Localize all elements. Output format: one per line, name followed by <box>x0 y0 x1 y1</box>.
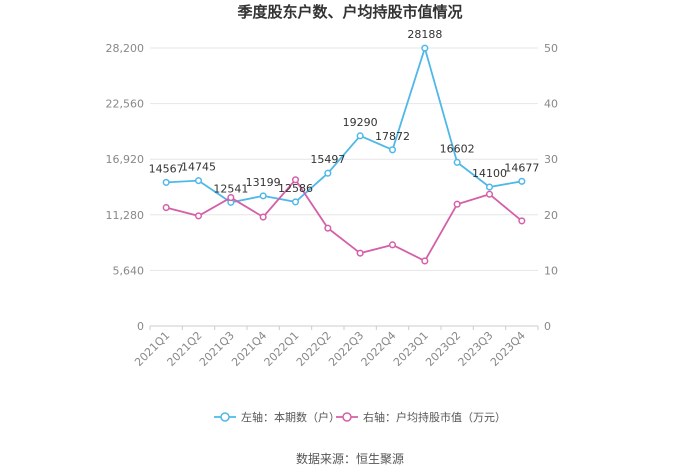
x-tick-label: 2022Q2 <box>294 329 334 369</box>
data-point[interactable] <box>453 200 461 208</box>
data-point[interactable] <box>421 257 429 265</box>
data-label: 12541 <box>213 182 248 195</box>
data-point[interactable] <box>485 190 494 198</box>
legend-marker <box>342 412 352 422</box>
data-point[interactable] <box>324 224 332 232</box>
data-label: 14745 <box>181 161 216 174</box>
data-point[interactable] <box>324 169 332 177</box>
data-point[interactable] <box>485 183 494 191</box>
x-tick-label: 2022Q3 <box>326 329 366 369</box>
left-tick-label: 0 <box>137 320 144 333</box>
legend[interactable]: 左轴：本期数（户） 右轴：户均持股市值（万元） <box>214 410 506 424</box>
data-point[interactable] <box>453 158 461 166</box>
data-point[interactable] <box>194 177 203 185</box>
x-tick-label: 2022Q4 <box>359 329 399 369</box>
x-axis: 2021Q12021Q22021Q32021Q42022Q12022Q22022… <box>132 326 539 369</box>
right-axis: 0 10 20 30 40 50 <box>544 42 558 333</box>
data-point[interactable] <box>291 198 300 206</box>
legend-marker <box>220 412 230 422</box>
x-tick-label: 2021Q1 <box>132 329 172 369</box>
x-tick-label: 2021Q4 <box>229 329 269 369</box>
data-label: 14677 <box>504 161 539 174</box>
right-tick-label: 20 <box>544 209 558 222</box>
data-point[interactable] <box>388 146 397 154</box>
data-point[interactable] <box>421 44 429 52</box>
x-tick-label: 2023Q4 <box>488 329 528 369</box>
data-point[interactable] <box>356 132 364 140</box>
right-tick-label: 50 <box>544 42 558 55</box>
data-label: 17872 <box>375 130 410 143</box>
data-point[interactable] <box>259 213 267 221</box>
series-line-1 <box>165 178 523 263</box>
data-point[interactable] <box>518 177 526 185</box>
data-point[interactable] <box>388 241 397 249</box>
chart-title: 季度股东户数、户均持股市值情况 <box>237 3 462 21</box>
data-point[interactable] <box>162 204 170 212</box>
data-point[interactable] <box>162 178 170 186</box>
right-tick-label: 0 <box>544 320 551 333</box>
left-tick-label: 28,200 <box>106 42 145 55</box>
x-tick-label: 2021Q3 <box>197 329 237 369</box>
data-label: 15497 <box>310 153 345 166</box>
data-point[interactable] <box>259 192 267 200</box>
data-label: 28188 <box>407 28 442 41</box>
data-label: 19290 <box>343 116 378 129</box>
legend-label[interactable]: 右轴：户均持股市值（万元） <box>363 410 506 424</box>
data-label: 13199 <box>246 176 281 189</box>
source-note: 数据来源：恒生聚源 <box>296 451 404 466</box>
data-point[interactable] <box>194 212 203 220</box>
data-point[interactable] <box>291 176 300 184</box>
series-lines <box>162 44 526 265</box>
data-label: 12586 <box>278 182 313 195</box>
left-tick-label: 11,280 <box>106 209 145 222</box>
data-label: 16602 <box>440 142 475 155</box>
left-tick-label: 5,640 <box>113 264 145 277</box>
legend-label[interactable]: 左轴：本期数（户） <box>241 410 340 424</box>
x-tick-label: 2021Q2 <box>165 329 205 369</box>
x-tick-label: 2023Q1 <box>391 329 431 369</box>
right-tick-label: 30 <box>544 153 558 166</box>
data-point[interactable] <box>227 194 235 202</box>
data-label: 14567 <box>149 162 184 175</box>
data-point[interactable] <box>518 217 526 225</box>
data-label: 14100 <box>472 167 507 180</box>
right-tick-label: 40 <box>544 98 558 111</box>
left-axis: 0 5,640 11,280 16,920 22,560 28,200 <box>106 42 145 333</box>
left-tick-label: 16,920 <box>106 153 145 166</box>
x-tick-label: 2023Q3 <box>456 329 496 369</box>
left-tick-label: 22,560 <box>106 98 145 111</box>
right-tick-label: 10 <box>544 264 558 277</box>
x-tick-label: 2023Q2 <box>423 329 463 369</box>
data-point[interactable] <box>356 249 364 257</box>
x-tick-label: 2022Q1 <box>262 329 302 369</box>
series-line-0 <box>166 44 522 204</box>
